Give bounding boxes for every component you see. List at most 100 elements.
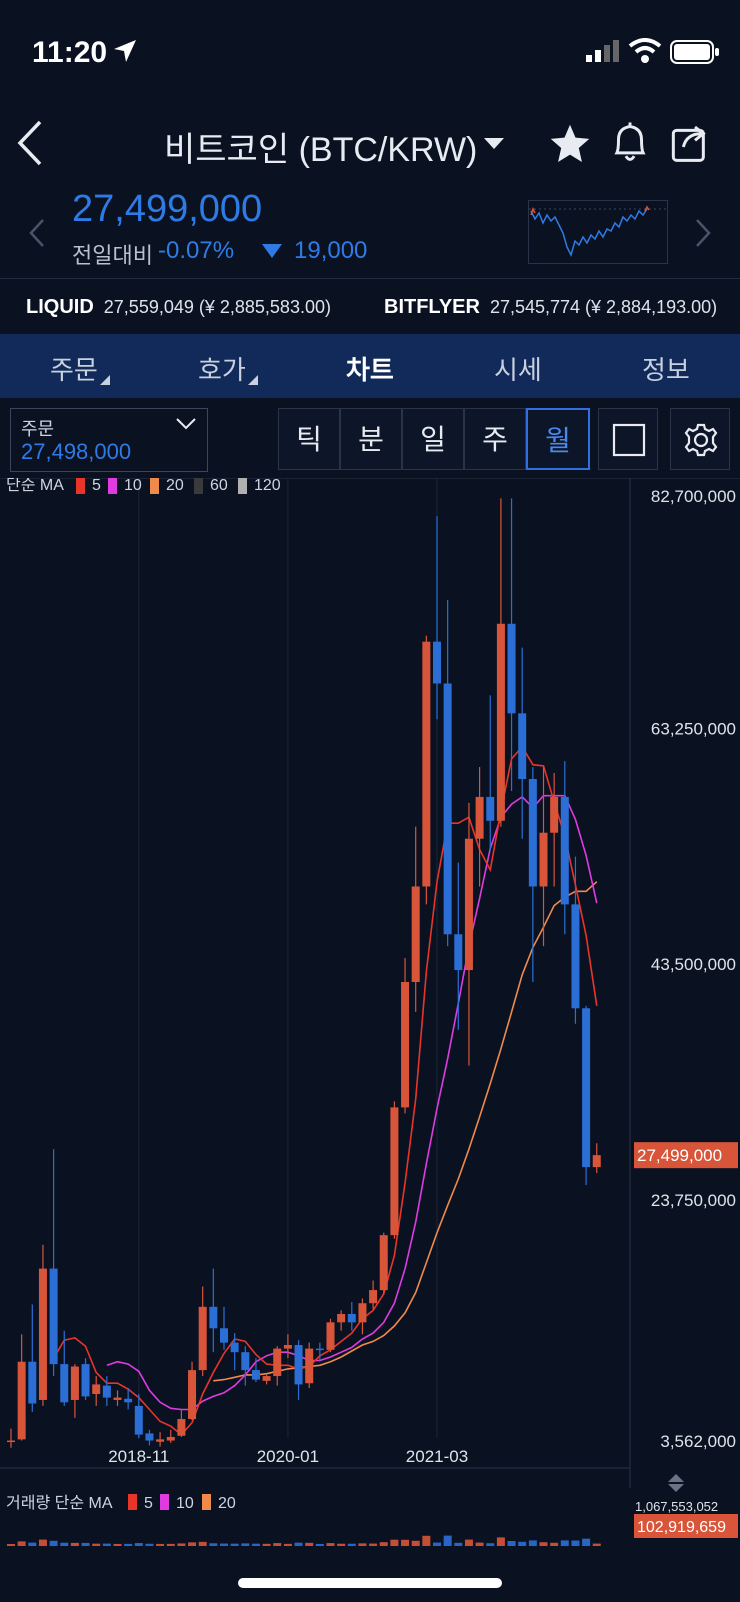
volume-bar — [560, 1540, 569, 1546]
order-select-value: 27,498,000 — [21, 439, 132, 464]
volume-bar — [443, 1535, 452, 1546]
scroll-up-icon[interactable] — [668, 1474, 684, 1482]
ma5-swatch — [76, 478, 85, 494]
timeframe-day[interactable]: 일 — [402, 408, 464, 470]
volume-bar — [124, 1543, 133, 1546]
candle — [198, 1286, 207, 1377]
candle — [305, 1342, 314, 1389]
volume-bar — [166, 1543, 175, 1546]
volume-bar — [92, 1543, 101, 1546]
candle — [166, 1429, 175, 1443]
previous-chevron-icon[interactable] — [28, 218, 46, 248]
volume-bars — [7, 1535, 601, 1546]
volume-bar — [49, 1540, 58, 1546]
candle — [443, 599, 452, 947]
volume-bar — [241, 1543, 250, 1546]
exchange-value: 27,559,049 (¥ 2,885,583.00) — [103, 297, 331, 317]
candle — [294, 1340, 303, 1400]
y-tick-label: 82,700,000 — [651, 487, 736, 506]
volume-bar — [550, 1542, 559, 1546]
candle — [358, 1298, 367, 1335]
ma20-swatch — [150, 478, 159, 494]
candle — [209, 1268, 218, 1353]
submenu-indicator-icon — [247, 375, 258, 385]
price-chart[interactable]: 82,700,000 63,250,000 43,500,000 23,750,000… — [0, 478, 740, 1548]
candle — [518, 647, 527, 839]
volume-bar — [17, 1541, 26, 1546]
back-chevron-icon[interactable] — [14, 118, 44, 168]
timeframe-minute[interactable]: 분 — [340, 408, 402, 470]
divider — [0, 278, 740, 279]
sparkline-chart — [528, 200, 668, 264]
timeframe-week[interactable]: 주 — [464, 408, 526, 470]
volume-bar — [262, 1543, 271, 1546]
next-chevron-icon[interactable] — [694, 218, 712, 248]
volume-bar — [273, 1543, 282, 1546]
candle — [454, 862, 463, 1030]
volume-legend: 거래량 단순 MA 5 10 20 — [6, 1494, 236, 1512]
ma120-label: 120 — [254, 478, 281, 494]
last-price-label: 27,499,000 — [637, 1146, 722, 1165]
star-icon[interactable] — [548, 122, 592, 166]
candle — [262, 1374, 271, 1385]
page-title[interactable]: 비트코인 (BTC/KRW) — [164, 131, 478, 169]
candle — [592, 1143, 601, 1174]
settings-button[interactable] — [670, 408, 730, 470]
volume-bar — [198, 1541, 207, 1546]
y-tick-label: 63,250,000 — [651, 719, 736, 738]
share-icon[interactable] — [670, 120, 710, 164]
x-tick-label: 2021-03 — [406, 1447, 468, 1466]
volume-bar — [528, 1540, 537, 1546]
candle — [379, 1232, 388, 1295]
volume-bar — [464, 1539, 473, 1546]
x-tick-label: 2020-01 — [257, 1447, 319, 1466]
volume-bar — [60, 1542, 69, 1546]
timeframe-tick[interactable]: 틱 — [278, 408, 340, 470]
exchange-name: LIQUID — [26, 296, 94, 318]
candle — [124, 1388, 133, 1410]
order-price-select[interactable]: 주문 27,498,000 — [10, 408, 208, 472]
x-tick-label: 2018-11 — [108, 1447, 169, 1466]
tab-orderbook[interactable]: 호가 — [198, 350, 258, 387]
chevron-down-icon — [176, 418, 196, 430]
caret-down-icon[interactable] — [484, 138, 504, 150]
vol-ma10-swatch — [160, 1494, 169, 1510]
tab-order[interactable]: 주문 — [50, 350, 110, 387]
volume-bar — [283, 1543, 292, 1546]
volume-max-label: 1,067,553,052 — [635, 1499, 718, 1514]
vol-ma10-label: 10 — [176, 1495, 194, 1512]
volume-bar — [411, 1540, 420, 1546]
ma10-label: 10 — [124, 478, 142, 494]
timeframe-month[interactable]: 월 — [526, 408, 590, 470]
volume-bar — [507, 1541, 516, 1546]
candle — [7, 1428, 15, 1448]
vol-ma5-swatch — [128, 1494, 137, 1510]
scroll-down-icon[interactable] — [668, 1484, 684, 1492]
tab-chart[interactable]: 차트 — [346, 350, 394, 387]
volume-bar — [358, 1543, 367, 1546]
volume-bar — [70, 1542, 79, 1546]
volume-last-label: 102,919,659 — [637, 1519, 726, 1536]
volume-bar — [475, 1542, 484, 1546]
volume-bar — [7, 1544, 15, 1546]
volume-bar — [582, 1538, 591, 1546]
candle — [102, 1376, 111, 1406]
current-price: 27,499,000 — [72, 188, 263, 230]
cellular-signal-icon — [586, 40, 619, 62]
home-indicator[interactable] — [238, 1578, 502, 1588]
tab-label: 호가 — [198, 355, 246, 385]
volume-bar — [188, 1542, 197, 1546]
square-icon — [612, 423, 646, 457]
bell-icon[interactable] — [610, 120, 650, 166]
candle — [49, 1149, 58, 1377]
tab-info[interactable]: 정보 — [642, 350, 690, 387]
ma10-swatch — [108, 478, 117, 494]
fullscreen-button[interactable] — [598, 408, 658, 470]
candle — [411, 826, 420, 1012]
candle — [283, 1334, 292, 1359]
volume-bar — [102, 1543, 111, 1546]
y-tick-label: 3,562,000 — [660, 1432, 736, 1451]
candle — [134, 1393, 143, 1439]
tab-market[interactable]: 시세 — [494, 350, 542, 387]
candle — [156, 1432, 165, 1447]
